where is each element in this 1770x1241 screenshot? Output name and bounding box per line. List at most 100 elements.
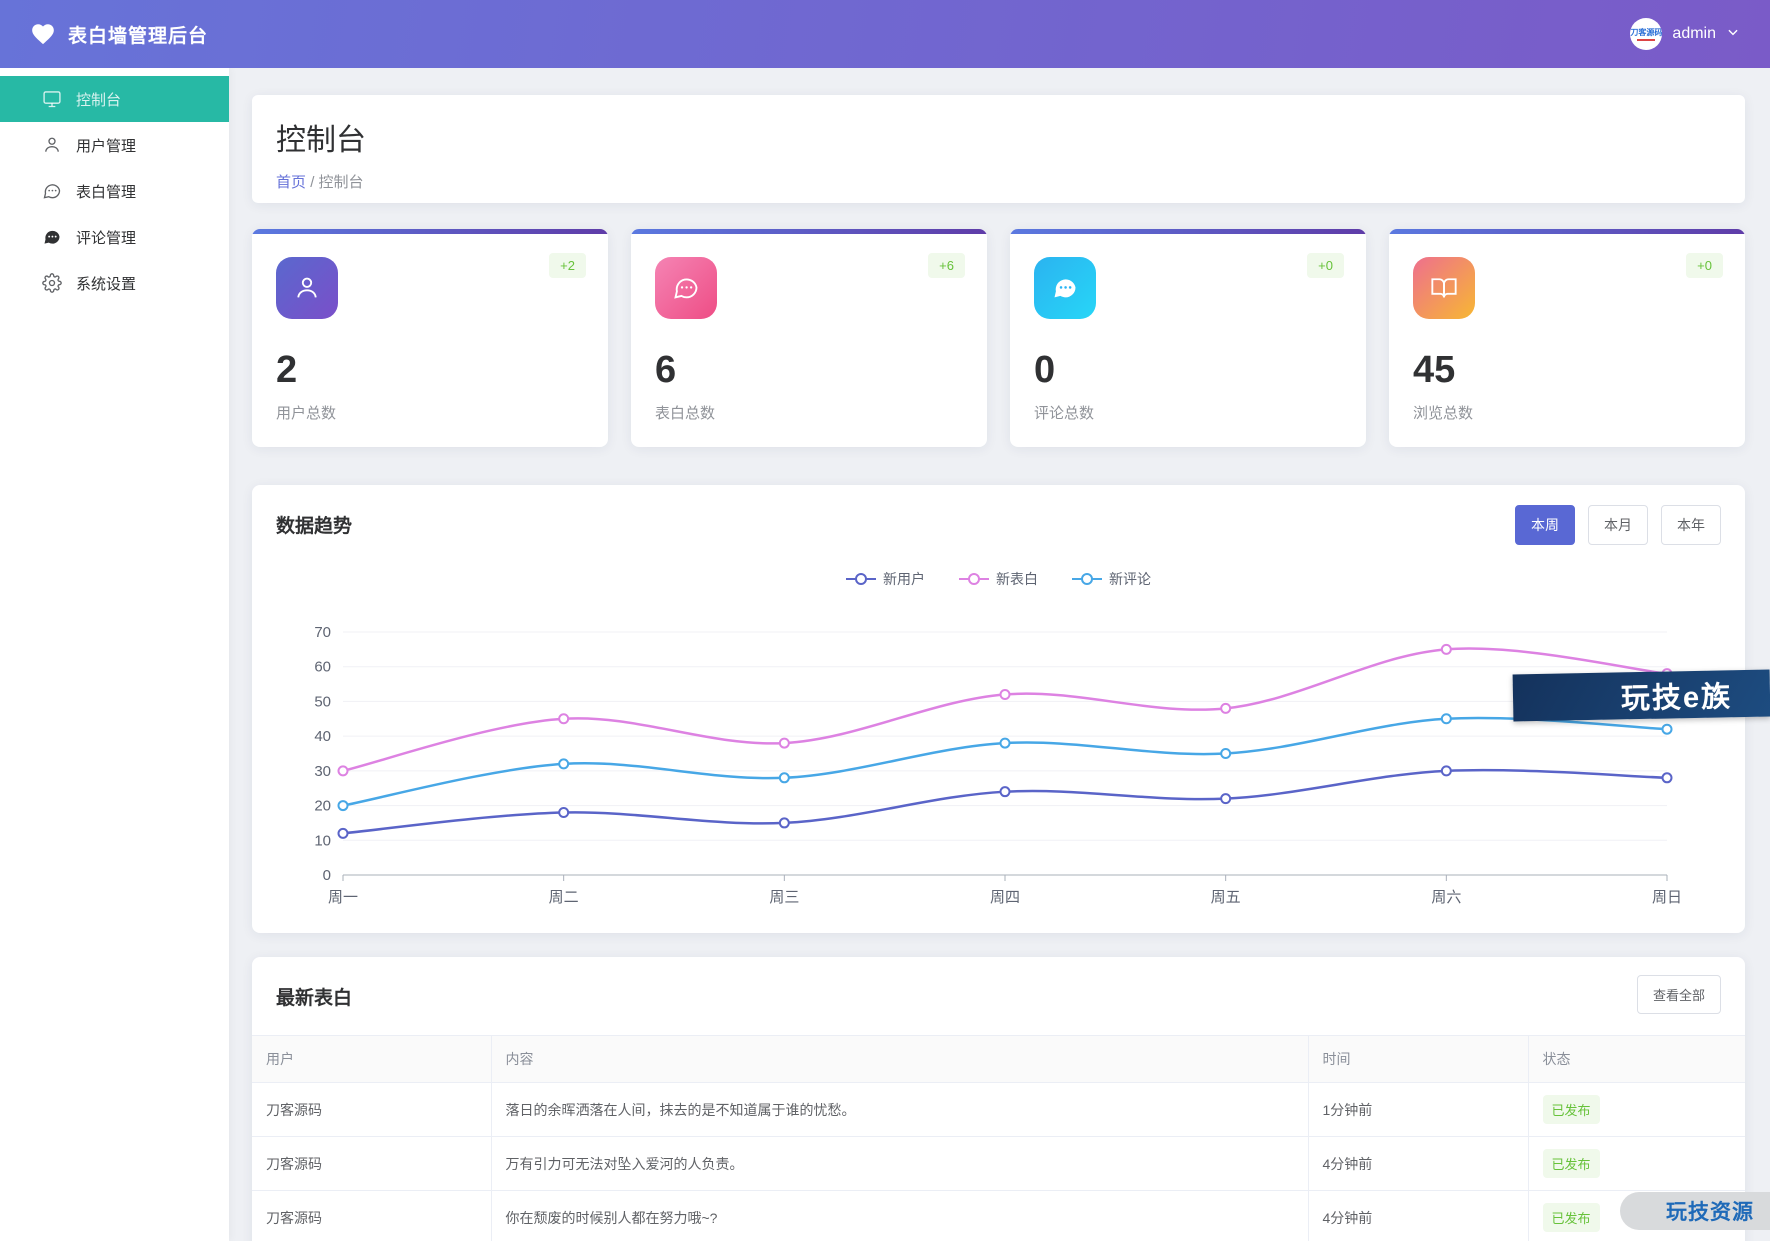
comment-bubble-icon (1034, 257, 1096, 319)
stat-delta-badge: +0 (1307, 253, 1344, 278)
stat-delta-badge: +6 (928, 253, 965, 278)
stat-label: 表白总数 (655, 405, 716, 422)
latest-confessions-card: 最新表白 查看全部 用户 内容 时间 状态 刀客源码 落日的余晖洒落在人间，抹去… (252, 957, 1745, 1241)
user-icon (276, 257, 338, 319)
sidebar-item-users[interactable]: 用户管理 (0, 122, 229, 168)
svg-text:周五: 周五 (1211, 889, 1241, 906)
table-header-row: 用户 内容 时间 状态 (252, 1035, 1745, 1083)
breadcrumb-home-link[interactable]: 首页 (276, 174, 307, 191)
brand: 表白墙管理后台 (30, 21, 208, 48)
legend-item-new-comments[interactable]: 新评论 (1072, 569, 1151, 589)
legend-label: 新评论 (1109, 571, 1151, 587)
trend-line-chart: 0 10 20 30 40 50 60 70 周一 周二 周三 周四 周五 周六 周日 (276, 603, 1721, 918)
breadcrumb: 首页 / 控制台 (276, 171, 1721, 192)
trend-title: 数据趋势 (276, 516, 353, 537)
sidebar-item-settings[interactable]: 系统设置 (0, 260, 229, 306)
stat-value: 2 (276, 349, 298, 391)
username: admin (1672, 25, 1716, 42)
stat-card-users: +2 2 用户总数 (252, 229, 608, 447)
tab-this-month[interactable]: 本月 (1588, 505, 1648, 545)
stat-value: 6 (655, 349, 677, 391)
sidebar-item-confessions[interactable]: 表白管理 (0, 168, 229, 214)
tab-this-year[interactable]: 本年 (1661, 505, 1721, 545)
confessions-table: 用户 内容 时间 状态 刀客源码 落日的余晖洒落在人间，抹去的是不知道属于谁的忧… (252, 1035, 1745, 1241)
avatar-underline (1637, 38, 1656, 41)
app-title: 表白墙管理后台 (68, 25, 209, 47)
cell-user: 刀客源码 (252, 1190, 492, 1241)
tab-this-week[interactable]: 本周 (1515, 505, 1575, 545)
confession-icon (43, 184, 61, 199)
watermark-pill: 玩技资源 (1620, 1192, 1770, 1230)
legend-item-new-confessions[interactable]: 新表白 (959, 569, 1038, 589)
stat-value: 0 (1034, 349, 1056, 391)
svg-text:40: 40 (314, 728, 331, 745)
settings-icon (42, 273, 62, 293)
stat-delta-badge: +0 (1686, 253, 1723, 278)
watermark-banner: 玩技e族 (1512, 669, 1770, 722)
svg-text:70: 70 (314, 624, 331, 641)
svg-text:30: 30 (314, 763, 331, 780)
cell-content: 落日的余晖洒落在人间，抹去的是不知道属于谁的忧愁。 (491, 1082, 1309, 1137)
cell-content: 你在颓废的时候别人都在努力哦~? (491, 1190, 1309, 1241)
chart-legend: 新用户 新表白 新评论 (252, 569, 1745, 589)
sidebar-item-dashboard[interactable]: 控制台 (0, 76, 229, 122)
sidebar-item-label: 评论管理 (76, 229, 137, 247)
stat-card-views: +0 45 浏览总数 (1389, 229, 1745, 447)
book-open-icon (1413, 257, 1475, 319)
svg-text:0: 0 (323, 867, 331, 884)
trend-card: 数据趋势 本周 本月 本年 新用户 新表白 新评论 0 10 20 30 40 50 60 7… (252, 485, 1745, 933)
stat-delta-badge: +2 (549, 253, 586, 278)
svg-text:20: 20 (314, 798, 331, 815)
avatar[interactable]: 刀客源码 (1630, 18, 1663, 50)
svg-text:60: 60 (314, 659, 331, 676)
svg-text:周一: 周一 (328, 889, 358, 906)
cell-time: 1分钟前 (1308, 1082, 1529, 1137)
page-title: 控制台 (276, 124, 366, 157)
svg-text:周四: 周四 (990, 889, 1020, 906)
top-header: 表白墙管理后台 刀客源码 admin (0, 0, 1770, 68)
status-badge: 已发布 (1542, 1149, 1600, 1178)
cell-user: 刀客源码 (252, 1082, 492, 1137)
sidebar-item-label: 系统设置 (76, 275, 137, 293)
sidebar: 控制台 用户管理 表白管理 评论管理 系统设置 (0, 68, 229, 1241)
cell-content: 万有引力可无法对坠入爱河的人负责。 (491, 1136, 1309, 1191)
col-header-content: 内容 (491, 1035, 1309, 1083)
stat-label: 评论总数 (1034, 405, 1095, 422)
col-header-user: 用户 (252, 1035, 492, 1083)
svg-text:周三: 周三 (769, 889, 799, 906)
comment-icon (44, 230, 60, 244)
svg-text:周六: 周六 (1431, 889, 1461, 906)
dashboard-icon (43, 91, 61, 108)
legend-item-new-users[interactable]: 新用户 (846, 569, 925, 589)
stat-card-comments: +0 0 评论总数 (1010, 229, 1366, 447)
legend-label: 新用户 (883, 571, 925, 587)
cell-user: 刀客源码 (252, 1136, 492, 1191)
cell-time: 4分钟前 (1308, 1190, 1529, 1241)
sidebar-item-label: 用户管理 (76, 137, 137, 155)
col-header-status: 状态 (1528, 1035, 1745, 1083)
legend-marker (846, 573, 876, 585)
legend-marker (959, 573, 989, 585)
svg-text:50: 50 (314, 693, 331, 710)
cell-status: 已发布 (1528, 1082, 1745, 1137)
table-row: 刀客源码 你在颓废的时候别人都在努力哦~? 4分钟前 已发布 (252, 1190, 1745, 1241)
legend-label: 新表白 (996, 571, 1038, 587)
svg-text:周二: 周二 (549, 889, 579, 906)
table-row: 刀客源码 落日的余晖洒落在人间，抹去的是不知道属于谁的忧愁。 1分钟前 已发布 (252, 1082, 1745, 1137)
confession-bubble-icon (655, 257, 717, 319)
line-chart-svg: 0 10 20 30 40 50 60 70 周一 周二 周三 周四 周五 周六 周日 (314, 624, 1682, 906)
svg-text:10: 10 (314, 832, 331, 849)
user-icon (45, 137, 59, 152)
sidebar-item-label: 控制台 (76, 91, 122, 109)
avatar-text: 刀客源码 (1630, 27, 1663, 37)
latest-title: 最新表白 (276, 988, 353, 1009)
user-menu[interactable]: 刀客源码 admin (1630, 18, 1740, 50)
stat-label: 用户总数 (276, 405, 337, 422)
stat-value: 45 (1413, 349, 1456, 391)
chevron-down-icon[interactable] (1726, 25, 1740, 44)
page-header-card: 控制台 首页 / 控制台 (252, 95, 1745, 203)
status-badge: 已发布 (1542, 1095, 1600, 1124)
sidebar-item-comments[interactable]: 评论管理 (0, 214, 229, 260)
view-all-button[interactable]: 查看全部 (1636, 975, 1721, 1014)
breadcrumb-separator: / (310, 174, 319, 191)
